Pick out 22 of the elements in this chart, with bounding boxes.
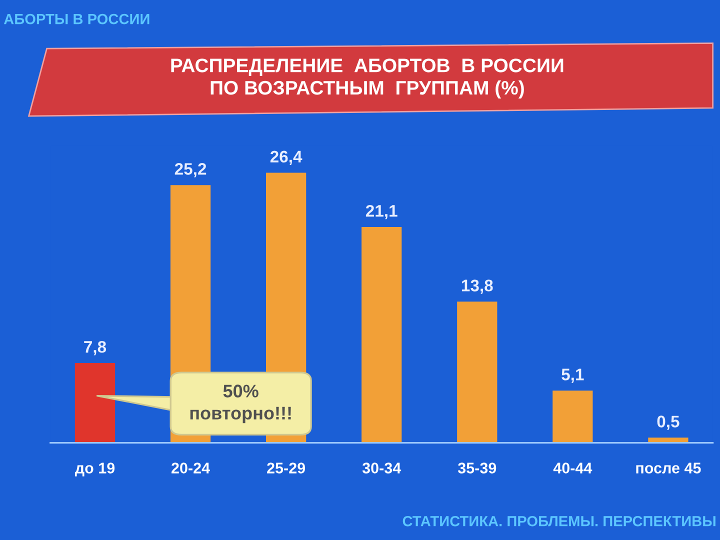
data-label: 21,1 [366,204,398,220]
x-tick-label: 25-29 [267,462,306,474]
x-tick-label: 30-34 [362,462,402,474]
x-tick-label: 40-44 [553,462,592,474]
data-label: 26,4 [270,150,302,165]
data-label: 7,8 [84,340,106,356]
x-tick-label: до 19 [74,462,115,476]
x-tick-label: 35-39 [458,462,496,474]
data-label: 13,8 [462,280,493,294]
annotation: 50% повторно!!! [190,384,291,424]
bar [457,302,498,443]
chart-title: РАСПРЕДЕЛЕНИЕ АБОРТОВ В РОССИИ ПО ВОЗРАСТНЫМ ГРУППАМ (%) [171,58,564,99]
bar [552,390,593,443]
bar [74,363,116,443]
x-tick-label: после 45 [636,462,701,474]
x-tick-label: 20-24 [172,462,210,474]
data-label: 25,2 [174,163,206,178]
text: АБОРТЫ В РОССИИ [4,14,150,24]
data-label: 5,1 [562,368,584,383]
bar [362,227,402,443]
text: СТАТИСТИКА. ПРОБЛЕМЫ. ПЕРСПЕКТИВЫ [402,516,716,526]
data-label: 0,5 [657,416,680,430]
